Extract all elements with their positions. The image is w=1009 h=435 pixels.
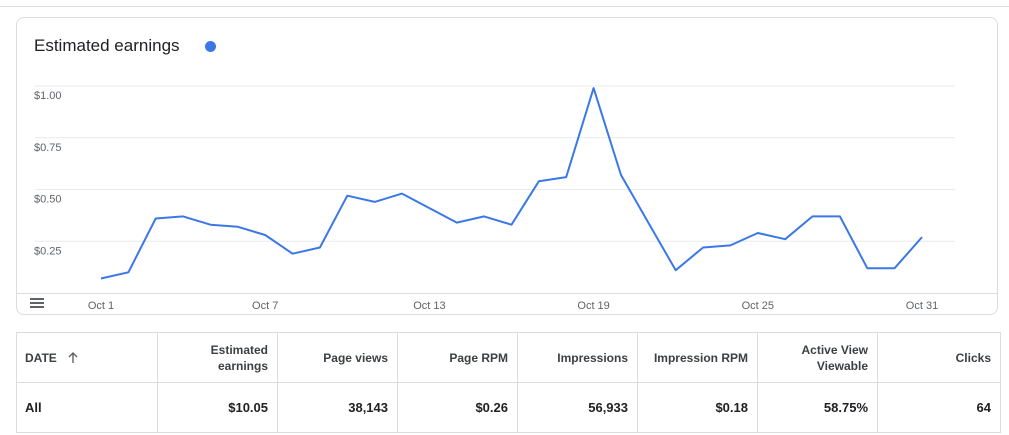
data-point[interactable]: [344, 193, 350, 199]
x-tick-label: Oct 13: [413, 300, 445, 312]
cell-estimated-earnings: $10.05: [157, 382, 278, 433]
column-header-impression-rpm[interactable]: Impression RPM: [637, 332, 758, 383]
cell-page-views: 38,143: [277, 382, 398, 433]
cell-impressions: 56,933: [517, 382, 638, 433]
stats-table: DATE Estimated earnings Page views Page …: [16, 332, 1001, 433]
data-point[interactable]: [207, 222, 213, 228]
data-point[interactable]: [782, 236, 788, 242]
top-divider: [0, 6, 1009, 7]
data-point[interactable]: [892, 265, 898, 271]
data-point[interactable]: [399, 191, 405, 197]
table-header-row: DATE Estimated earnings Page views Page …: [16, 332, 1001, 383]
x-tick-label: Oct 31: [906, 300, 938, 312]
series-line[interactable]: [100, 87, 923, 280]
x-tick-label: Oct 7: [252, 300, 278, 312]
data-point[interactable]: [235, 224, 241, 230]
y-tick-label: $1.00: [34, 90, 62, 102]
data-point[interactable]: [755, 230, 761, 236]
data-point[interactable]: [700, 244, 706, 250]
y-tick-label: $0.75: [34, 142, 62, 154]
data-point[interactable]: [810, 213, 816, 219]
x-tick-label: Oct 25: [742, 300, 774, 312]
card-title: Estimated earnings: [34, 36, 180, 55]
data-point[interactable]: [426, 205, 432, 211]
data-point[interactable]: [98, 276, 104, 282]
cell-page-rpm: $0.26: [397, 382, 518, 433]
data-point[interactable]: [919, 234, 925, 240]
data-point[interactable]: [317, 244, 323, 250]
y-tick-label: $0.50: [34, 194, 62, 206]
data-point[interactable]: [536, 178, 542, 184]
arrow-up-icon[interactable]: [68, 352, 78, 364]
x-tick-label: Oct 19: [577, 300, 609, 312]
column-header-page-rpm[interactable]: Page RPM: [397, 332, 518, 383]
data-point[interactable]: [618, 172, 624, 178]
table-row: All $10.05 38,143 $0.26 56,933 $0.18 58.…: [16, 382, 1001, 433]
data-point[interactable]: [153, 215, 159, 221]
chart-bottom-divider: [17, 293, 997, 294]
data-point[interactable]: [290, 251, 296, 257]
data-point[interactable]: [864, 265, 870, 271]
earnings-chart-card: $1.00 $0.75 $0.50 $0.25 Oct 1 Oct 7 Oct 13 Oct …: [16, 17, 998, 315]
cell-date: All: [16, 382, 158, 433]
data-point[interactable]: [125, 269, 131, 275]
data-point[interactable]: [262, 232, 268, 238]
data-point[interactable]: [372, 199, 378, 205]
data-point[interactable]: [481, 213, 487, 219]
column-header-impressions[interactable]: Impressions: [517, 332, 638, 383]
data-point[interactable]: [837, 213, 843, 219]
legend-dot[interactable]: [205, 41, 216, 52]
earnings-line-chart: $1.00 $0.75 $0.50 $0.25 Oct 1 Oct 7 Oct 13 Oct …: [34, 85, 955, 312]
data-point[interactable]: [673, 267, 679, 273]
data-point[interactable]: [509, 222, 515, 228]
data-point[interactable]: [645, 220, 651, 226]
cell-impression-rpm: $0.18: [637, 382, 758, 433]
data-point[interactable]: [727, 242, 733, 248]
column-header-date[interactable]: DATE: [16, 332, 158, 383]
column-header-page-views[interactable]: Page views: [277, 332, 398, 383]
column-header-clicks[interactable]: Clicks: [877, 332, 1001, 383]
data-point[interactable]: [563, 174, 569, 180]
x-tick-label: Oct 1: [88, 300, 114, 312]
column-header-estimated-earnings[interactable]: Estimated earnings: [157, 332, 278, 383]
menu-icon[interactable]: [30, 298, 44, 310]
data-point[interactable]: [454, 220, 460, 226]
y-tick-label: $0.25: [34, 245, 62, 257]
cell-active-view-viewable: 58.75%: [757, 382, 878, 433]
data-point[interactable]: [180, 213, 186, 219]
column-header-active-view-viewable[interactable]: Active View Viewable: [757, 332, 878, 383]
cell-clicks: 64: [877, 382, 1001, 433]
data-point[interactable]: [591, 85, 597, 91]
